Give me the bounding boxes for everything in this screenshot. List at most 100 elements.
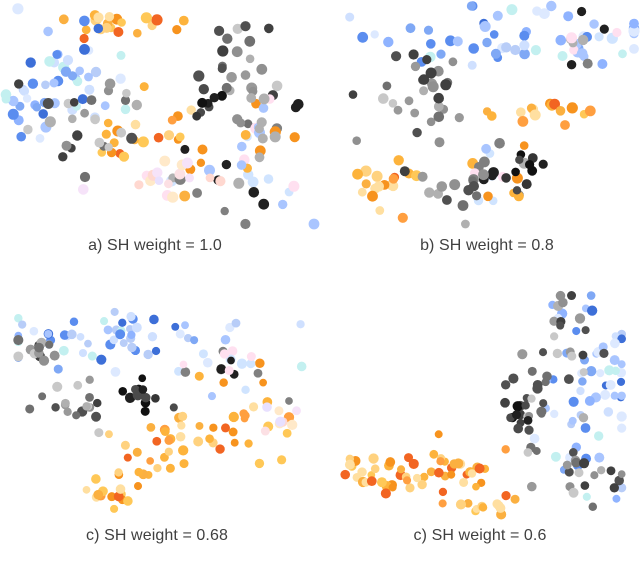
scatter-point [27,78,39,89]
scatter-point [94,137,105,148]
scatter-point [388,99,398,108]
scatter-point [550,332,559,341]
scatter-point [138,374,147,383]
scatter-point [143,349,153,360]
scatter-point [511,167,520,177]
scatter-point [426,39,436,49]
scatter-point [254,458,265,469]
scatter-point [151,393,160,403]
scatter-point [79,15,90,27]
scatter-point [25,404,35,414]
scatter-point [500,397,510,408]
scatter-point [58,152,68,162]
scatter-point [236,160,247,170]
scatter-point [410,61,421,72]
scatter-point [440,79,452,91]
scatter-point [521,401,530,410]
scatter-point [240,130,251,140]
scatter-point [123,453,132,462]
scatter-point [175,431,186,442]
scatter-point [568,487,579,498]
scatter-point [605,379,616,390]
scatter-point [612,494,621,503]
scatter-point [434,467,444,478]
scatter-point [174,366,183,376]
scatter-point [546,0,557,12]
scatter-point [221,82,232,93]
scatter-point [194,371,204,381]
scatter-point [388,483,397,492]
scatter-point [174,168,186,180]
scatter-point [599,24,609,34]
scatter-point [556,321,565,330]
scatter-point [77,94,88,105]
scatter-point [586,305,598,316]
scatter-point [110,504,119,513]
scatter-point [500,380,511,390]
scatter-point [478,503,488,512]
scatter-point [488,167,499,178]
scatter-point [178,411,188,422]
scatter-point [72,130,83,141]
scatter-point [285,397,293,405]
scatter-point [160,426,170,437]
scatter-point [527,481,537,492]
scatter-point [405,483,415,493]
scatter-point [387,180,399,192]
scatter-point [192,111,202,121]
scatter-point [308,218,320,230]
scatter-point [52,381,63,392]
scatter-point [153,132,164,143]
scatter-point [167,191,179,203]
scatter-point [164,179,173,189]
scatter-point [562,460,572,470]
scatter-point [568,416,577,425]
scatter-point [277,455,287,465]
scatter-point [616,377,626,386]
scatter-point [241,385,250,395]
scatter-point [569,45,579,55]
scatter-point [227,346,238,356]
scatter-point [84,72,93,82]
scatter-point [118,151,130,162]
scatter-point [222,33,233,44]
scatter-point [399,166,410,177]
scatter-point [568,448,578,457]
scatter-point [248,187,260,198]
scatter-point [586,291,596,300]
scatter-point [62,55,74,66]
scatter-point [578,350,588,360]
scatter-point [517,116,529,127]
scatter-point [454,113,464,123]
scatter-point [382,81,392,91]
scatter-point [417,479,427,490]
scatter-point [397,212,408,223]
scatter-point [501,445,510,454]
scatter-point [217,90,227,101]
scatter-point [124,392,136,403]
scatter-point [16,131,27,142]
scatter-point [49,350,60,361]
scatter-point [609,338,620,349]
scatter-point [391,51,402,62]
scatter-point [408,458,419,469]
scatter-point [209,93,219,103]
scatter-point [90,114,100,125]
scatter-point [527,366,537,376]
scatter-point [45,340,54,349]
caption-a: a) SH weight = 1.0 [88,237,222,254]
scatter-point [75,66,84,76]
scatter-point [82,485,91,494]
scatter-point [85,375,94,384]
scatter-point [179,360,188,369]
scatter-point [118,318,127,327]
scatter-point [438,499,447,508]
scatter-point [87,351,97,361]
scatter-point [19,86,30,96]
scatter-point [233,177,245,189]
scatter-point [104,78,116,90]
scatter-point [119,339,128,348]
scatter-point [69,98,79,107]
scatter-point [532,383,543,394]
scatter-point [133,28,142,38]
